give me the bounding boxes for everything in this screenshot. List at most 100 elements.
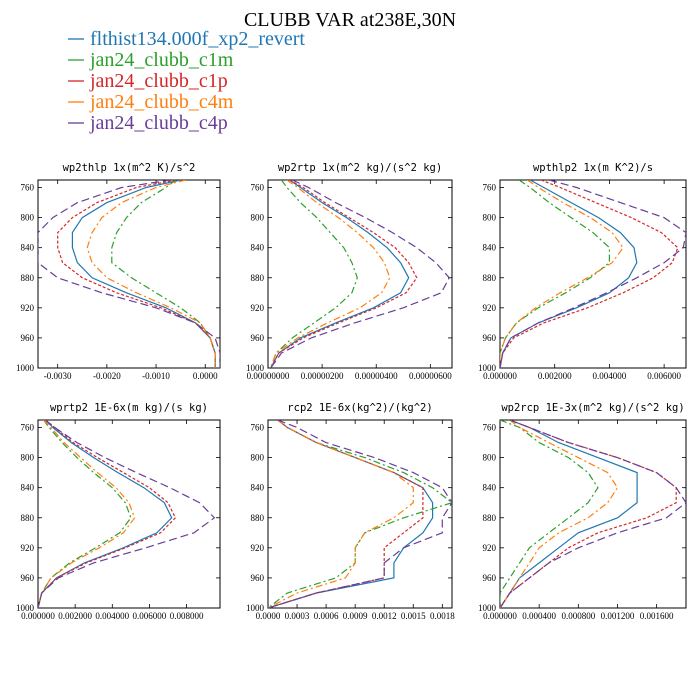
plot-frame [37,419,221,609]
y-tick-label: 800 [483,453,497,463]
y-tick-label: 880 [251,513,265,523]
y-tick-label: 960 [251,333,265,343]
series-line [86,180,216,368]
series-line [57,180,216,368]
series-line [500,180,611,368]
y-tick-label: 760 [483,183,497,193]
x-tick-label: 0.00000000 [247,371,290,381]
plot-frame [499,179,687,369]
series-line [500,420,619,608]
x-tick-label: 0.00000400 [355,371,398,381]
y-tick-label: 920 [251,303,265,313]
y-tick-label: 960 [21,333,35,343]
x-tick-label: 0.002000 [538,371,572,381]
y-tick-label: 1000 [478,603,497,613]
series-line [500,180,686,368]
series-line [270,180,391,368]
x-tick-label: 0.0000 [193,371,218,381]
y-tick-label: 760 [251,183,265,193]
plot-frame [37,179,221,369]
y-tick-label: 1000 [246,363,265,373]
y-tick-label: 760 [21,183,35,193]
x-tick-label: 0.000400 [522,611,556,621]
plot-frame [267,419,453,609]
y-tick-label: 880 [483,273,497,283]
y-tick-label: 760 [251,423,265,433]
y-tick-label: 880 [251,273,265,283]
series-line [500,420,686,608]
x-tick-label: 0.00000200 [301,371,344,381]
y-tick-label: 840 [21,243,35,253]
series-line [268,420,452,608]
series-line [38,420,177,608]
series-line [38,420,132,608]
y-tick-label: 920 [483,303,497,313]
x-tick-label: 0.0018 [430,611,455,621]
series-line [500,180,638,368]
y-tick-label: 800 [483,213,497,223]
series-line [38,180,220,368]
y-tick-label: 960 [483,333,497,343]
x-tick-label: 0.0015 [401,611,426,621]
x-tick-label: 0.0006 [314,611,339,621]
y-tick-label: 800 [21,213,35,223]
series-line [270,180,451,368]
x-tick-label: 0.000000 [483,371,517,381]
y-tick-label: 920 [483,543,497,553]
x-tick-label: 0.004000 [95,611,129,621]
x-tick-label: 0.000000 [483,611,517,621]
legend: flthist134.000f_xp2_revertjan24_clubb_c1… [68,28,305,134]
y-tick-label: 840 [21,483,35,493]
legend-entry: jan24_clubb_c1m [89,49,234,71]
legend-entry: jan24_clubb_c1p [89,70,228,92]
series-line [268,420,434,608]
panel-2: wp2rtp 1x(m^2 kg)/(s^2 kg) 760 800 840 880 92… [246,162,453,381]
y-tick-label: 1000 [478,363,497,373]
y-tick-label: 1000 [16,603,35,613]
series-line [500,180,624,368]
legend-entry: jan24_clubb_c4m [89,91,234,113]
y-tick-label: 880 [483,513,497,523]
panel-title: rcp2 1E-6x(kg^2)/(kg^2) [287,402,432,414]
x-tick-label: 0.000800 [561,611,595,621]
figure-title: CLUBB VAR at238E,30N [244,9,456,31]
series-line [38,420,173,608]
y-tick-label: 1000 [246,603,265,613]
y-tick-label: 760 [483,423,497,433]
series-line [270,180,410,368]
y-tick-label: 840 [483,243,497,253]
series-line [500,420,599,608]
y-tick-label: 920 [251,543,265,553]
x-tick-label: -0.0030 [44,371,72,381]
y-tick-label: 920 [21,303,35,313]
x-tick-label: 0.002000 [58,611,92,621]
panels: wp2thlp 1x(m^2 K)/s^2 760 800 840 880 920 960 1… [16,162,687,621]
x-tick-label: 0.006000 [133,611,167,621]
x-tick-label: 0.004000 [593,371,627,381]
series-line [268,420,452,608]
x-tick-label: 0.001200 [601,611,635,621]
series-line [270,180,358,368]
x-tick-label: 0.006000 [647,371,681,381]
x-tick-label: -0.0020 [93,371,121,381]
panel-5: rcp2 1E-6x(kg^2)/(kg^2) 760 800 840 880 920 96… [246,402,455,621]
y-tick-label: 1000 [16,363,35,373]
x-tick-label: 0.001600 [640,611,674,621]
panel-title: wp2rtp 1x(m^2 kg)/(s^2 kg) [278,162,442,174]
series-line [268,420,414,608]
series-line [500,180,679,368]
x-tick-label: 0.00000600 [409,371,452,381]
panel-4: wprtp2 1E-6x(m kg)/(s kg) 760 800 840 880 920… [16,402,221,621]
y-tick-label: 960 [251,573,265,583]
x-tick-label: 0.008000 [170,611,204,621]
legend-entry: jan24_clubb_c4p [89,112,228,134]
series-line [111,180,216,368]
y-tick-label: 880 [21,273,35,283]
y-tick-label: 840 [483,483,497,493]
y-tick-label: 960 [21,573,35,583]
y-tick-label: 920 [21,543,35,553]
y-tick-label: 800 [21,453,35,463]
x-tick-label: 0.0000 [256,611,281,621]
y-tick-label: 960 [483,573,497,583]
panel-3: wpthlp2 1x(m K^2)/s 760 800 840 880 920 960 100… [478,162,687,381]
